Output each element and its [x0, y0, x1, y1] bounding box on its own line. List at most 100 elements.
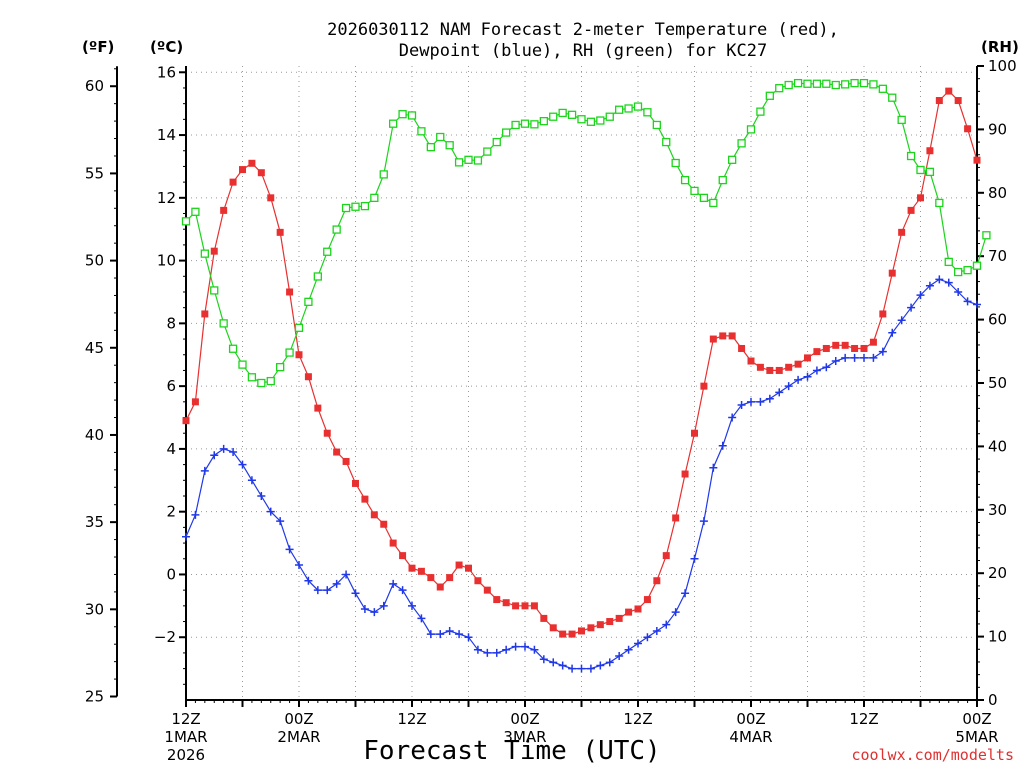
- rh-point: [323, 247, 332, 256]
- rh-point: [850, 78, 859, 88]
- rh-point: [426, 143, 435, 152]
- rh-point: [662, 137, 671, 147]
- rh-point: [765, 91, 774, 100]
- dewpoint-point: [803, 372, 812, 381]
- dewpoint-point: [445, 626, 454, 635]
- temperature-point: [964, 125, 972, 133]
- temperature-point: [314, 404, 322, 412]
- temperature-point: [530, 602, 538, 610]
- rh-point: [803, 79, 812, 88]
- time-tick-label: 12Z: [623, 710, 652, 728]
- fahrenheit-tick-label: 25: [85, 688, 104, 706]
- temperature-point: [653, 577, 661, 585]
- rh-point: [247, 373, 257, 382]
- temperature-point: [935, 97, 943, 105]
- temperature-point: [804, 354, 811, 362]
- rh-point: [567, 110, 577, 119]
- rh-point: [586, 117, 596, 126]
- dewpoint-point: [257, 491, 266, 500]
- temperature-point: [926, 147, 934, 155]
- temperature-point: [615, 614, 623, 622]
- celsius-tick-label: 4: [166, 440, 176, 458]
- rh-point: [916, 165, 925, 175]
- rh-point: [784, 80, 793, 90]
- dewpoint-point: [718, 441, 727, 450]
- temperature-point: [201, 310, 209, 318]
- dewpoint-point: [521, 642, 529, 651]
- gridlines: [186, 66, 977, 700]
- dewpoint-point: [473, 645, 482, 654]
- rh-point: [181, 217, 191, 226]
- dewpoint-point: [408, 601, 416, 610]
- temperature-point: [869, 338, 877, 346]
- temperature-point: [483, 586, 491, 594]
- temperature-point: [888, 269, 896, 277]
- temperature-point: [286, 288, 294, 296]
- temperature-point: [229, 178, 237, 186]
- dewpoint-point: [332, 579, 341, 588]
- dewpoint-point: [831, 357, 840, 366]
- dewpoint-point: [662, 620, 671, 629]
- dewpoint-point: [888, 328, 897, 337]
- temperature-point: [276, 228, 284, 236]
- temperature-point: [813, 348, 821, 356]
- temperature-point: [841, 341, 849, 349]
- rh-point: [530, 120, 539, 129]
- dewpoint-point: [417, 614, 426, 623]
- temperature-point: [549, 624, 557, 632]
- rh-point: [680, 175, 690, 185]
- dewpoint-point: [634, 639, 642, 648]
- temperature-point: [267, 194, 275, 202]
- rh-point: [445, 141, 454, 150]
- temperature-point: [220, 206, 228, 214]
- dewpoint-point: [652, 626, 661, 635]
- fahrenheit-tick-label: 60: [85, 77, 104, 95]
- time-tick-label: 12Z: [397, 710, 426, 728]
- rh-point: [502, 128, 511, 137]
- dewpoint-point: [841, 353, 850, 362]
- celsius-tick-label: 12: [157, 189, 176, 207]
- rh-point: [379, 170, 388, 179]
- temperature-point: [333, 448, 341, 456]
- dewpoint-point: [558, 661, 567, 670]
- rh-point: [219, 319, 228, 328]
- dewpoint-point: [342, 570, 351, 579]
- rh-point: [492, 137, 501, 147]
- rh-point: [982, 231, 991, 240]
- temperature-point: [898, 228, 906, 236]
- dewpoint-point: [850, 353, 859, 362]
- temperature-point: [756, 363, 764, 371]
- temperature-point: [860, 344, 868, 352]
- temperature-point: [248, 159, 256, 167]
- dewpoint-point: [492, 648, 501, 657]
- temperature-point: [257, 169, 265, 177]
- rh-point: [841, 80, 850, 89]
- rh-point: [304, 297, 313, 306]
- celsius-tick-label: 16: [157, 63, 176, 81]
- rh-point: [370, 193, 379, 203]
- dewpoint-point: [963, 297, 972, 306]
- celsius-tick-label: 2: [166, 503, 176, 521]
- temperature-point: [662, 552, 670, 560]
- temperature-point: [728, 332, 736, 340]
- rh-point: [944, 257, 953, 267]
- dewpoint-point: [464, 633, 473, 642]
- dewpoint-point: [812, 366, 821, 375]
- rh-point: [398, 110, 407, 119]
- chart-title-line1: 2026030112 NAM Forecast 2-meter Temperat…: [327, 20, 839, 40]
- rh-unit-label: (RH): [981, 38, 1019, 56]
- temperature-point: [239, 166, 246, 174]
- rh-point: [200, 249, 209, 258]
- temperature-point: [719, 332, 727, 340]
- dewpoint-point: [973, 300, 981, 309]
- dewpoint-point: [351, 589, 360, 598]
- rh-point: [389, 119, 398, 128]
- dewpoint-point: [360, 604, 369, 613]
- series-rh: [181, 78, 991, 388]
- time-tick-label: 12Z: [171, 710, 200, 728]
- dewpoint-point: [398, 586, 407, 595]
- dewpoint-point: [935, 275, 944, 284]
- rh-point: [746, 125, 756, 134]
- temperature-point: [700, 382, 708, 390]
- temperature-point: [408, 564, 416, 572]
